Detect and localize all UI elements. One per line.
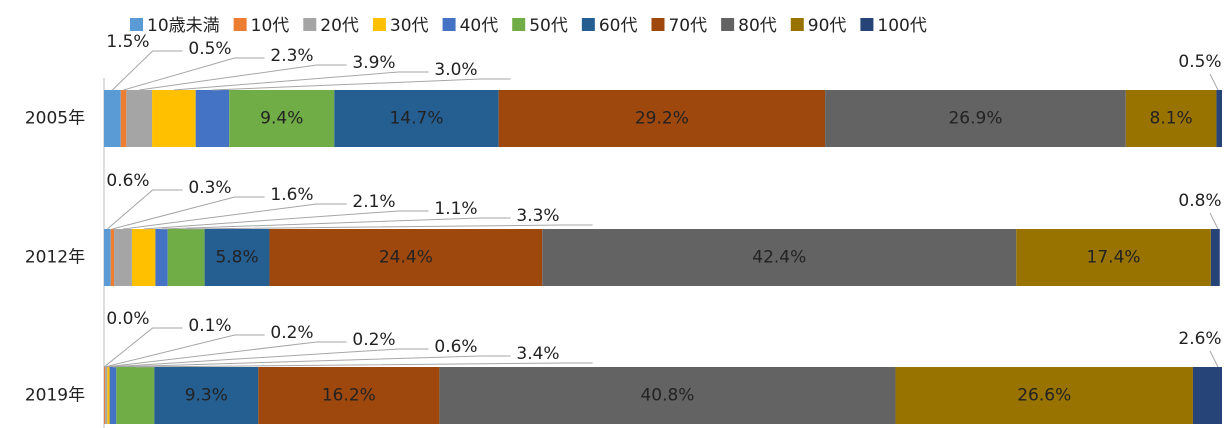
data-label: 8.1% bbox=[1150, 109, 1193, 129]
legend-swatch bbox=[234, 18, 247, 31]
legend-label: 80代 bbox=[738, 16, 777, 36]
legend-swatch bbox=[860, 18, 873, 31]
legend-swatch bbox=[651, 18, 664, 31]
leader-line bbox=[1210, 351, 1218, 367]
legend-label: 20代 bbox=[320, 16, 359, 36]
data-label: 2.3% bbox=[270, 46, 313, 66]
bar-segment bbox=[1211, 229, 1220, 286]
bar-segment bbox=[114, 229, 132, 286]
data-label: 29.2% bbox=[635, 109, 689, 129]
bar-segment bbox=[104, 367, 105, 424]
data-label: 3.3% bbox=[516, 206, 559, 226]
data-label: 17.4% bbox=[1087, 248, 1141, 268]
legend-label: 10代 bbox=[251, 16, 290, 36]
leader-line bbox=[123, 204, 347, 229]
data-label: 1.6% bbox=[270, 185, 313, 205]
data-label: 0.1% bbox=[188, 316, 231, 336]
data-label: 26.6% bbox=[1017, 386, 1071, 406]
bar-segment bbox=[196, 90, 230, 147]
data-label: 16.2% bbox=[322, 386, 376, 406]
data-label: 0.2% bbox=[270, 323, 313, 343]
legend-label: 60代 bbox=[599, 16, 638, 36]
legend-label: 90代 bbox=[808, 16, 847, 36]
bar-segment bbox=[104, 90, 121, 147]
data-label: 0.8% bbox=[1178, 191, 1221, 211]
chart: 10歳未満 10代 20代 30代 40代 50代 60代 70代 80代 90代 100代 2005… bbox=[0, 0, 1224, 428]
data-label: 5.8% bbox=[215, 248, 258, 268]
data-label: 26.9% bbox=[948, 109, 1002, 129]
data-label: 0.0% bbox=[106, 309, 149, 329]
data-label: 0.6% bbox=[434, 337, 477, 357]
legend-swatch bbox=[130, 18, 143, 31]
bar-segment bbox=[126, 90, 152, 147]
leader-line bbox=[135, 363, 592, 367]
data-label: 9.3% bbox=[185, 386, 228, 406]
bar-segment bbox=[104, 229, 111, 286]
bar-segment bbox=[116, 367, 154, 424]
bar-segment bbox=[155, 229, 167, 286]
legend-label: 70代 bbox=[668, 16, 707, 36]
legend-label: 30代 bbox=[390, 16, 429, 36]
bar-segment bbox=[1193, 367, 1222, 424]
bar-segment bbox=[168, 229, 205, 286]
legend-swatch bbox=[791, 18, 804, 31]
leader-line bbox=[144, 211, 429, 229]
bar-segment bbox=[111, 229, 114, 286]
legend-swatch bbox=[721, 18, 734, 31]
data-label: 9.4% bbox=[260, 109, 303, 129]
leader-line bbox=[112, 197, 264, 229]
legend-swatch bbox=[303, 18, 316, 31]
leader-line bbox=[174, 72, 429, 90]
data-label: 3.0% bbox=[434, 60, 477, 80]
bar-segment bbox=[107, 367, 109, 424]
data-label: 2.6% bbox=[1178, 329, 1221, 349]
legend-swatch bbox=[373, 18, 386, 31]
leader-line bbox=[124, 58, 265, 90]
data-label: 0.3% bbox=[188, 178, 231, 198]
data-label: 2.1% bbox=[352, 192, 395, 212]
legend-swatch bbox=[443, 18, 456, 31]
bar-segment bbox=[132, 229, 155, 286]
bar-segment bbox=[121, 90, 127, 147]
data-label: 14.7% bbox=[389, 109, 443, 129]
data-label: 0.5% bbox=[1178, 52, 1221, 72]
data-label: 0.2% bbox=[352, 330, 395, 350]
legend-label: 10歳未満 bbox=[147, 16, 220, 36]
data-label: 1.5% bbox=[106, 32, 149, 52]
legend-label: 100代 bbox=[877, 16, 926, 36]
data-label: 40.8% bbox=[640, 386, 694, 406]
leader-line bbox=[1210, 213, 1218, 229]
leader-line bbox=[212, 79, 510, 90]
bar-segment bbox=[110, 367, 117, 424]
legend-swatch bbox=[582, 18, 595, 31]
data-label: 0.5% bbox=[188, 39, 231, 59]
data-label: 42.4% bbox=[752, 248, 806, 268]
data-label: 1.1% bbox=[434, 199, 477, 219]
bar-segment bbox=[152, 90, 196, 147]
legend-label: 50代 bbox=[529, 16, 568, 36]
legend-label: 40代 bbox=[460, 16, 499, 36]
category-label: 2005年 bbox=[25, 109, 85, 129]
category-label: 2012年 bbox=[25, 248, 85, 268]
leader-line bbox=[1210, 74, 1218, 90]
bar-segment bbox=[1216, 90, 1222, 147]
leader-line bbox=[112, 51, 182, 90]
leader-line bbox=[104, 328, 183, 367]
data-label: 3.4% bbox=[516, 344, 559, 364]
data-label: 3.9% bbox=[352, 53, 395, 73]
category-label: 2019年 bbox=[25, 386, 85, 406]
data-label: 24.4% bbox=[379, 248, 433, 268]
data-label: 0.6% bbox=[106, 171, 149, 191]
bar-segment bbox=[105, 367, 107, 424]
legend-swatch bbox=[512, 18, 525, 31]
